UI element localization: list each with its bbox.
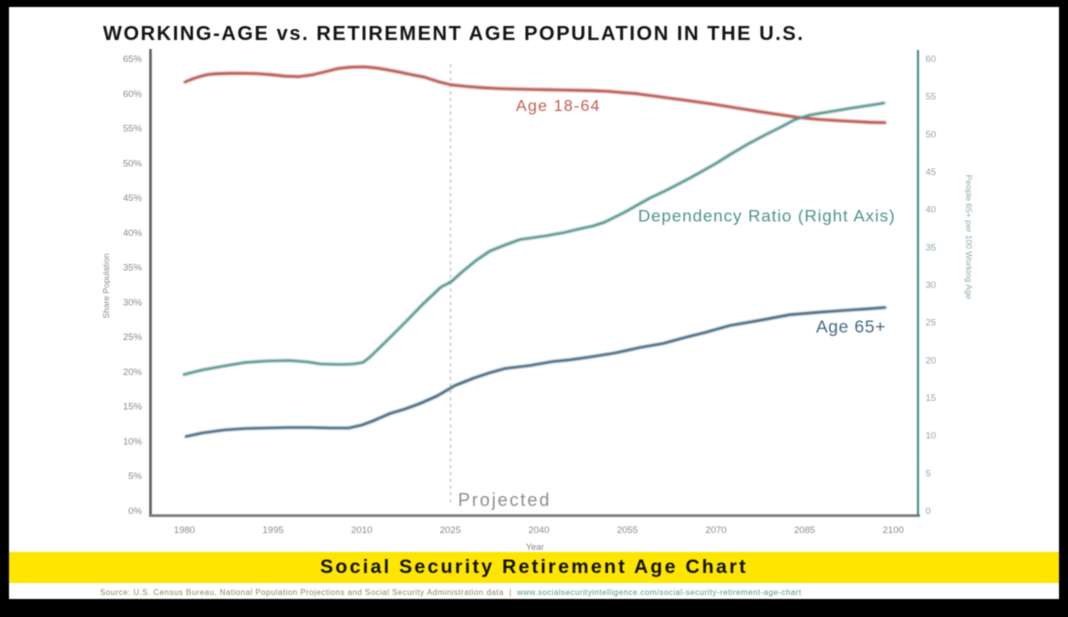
svg-text:2085: 2085 bbox=[794, 525, 815, 536]
svg-text:15%: 15% bbox=[123, 402, 143, 413]
svg-text:1980: 1980 bbox=[174, 525, 195, 536]
svg-text:45: 45 bbox=[926, 167, 937, 178]
svg-text:1995: 1995 bbox=[263, 525, 284, 536]
svg-text:30: 30 bbox=[926, 280, 937, 291]
svg-text:50%: 50% bbox=[123, 158, 143, 169]
svg-text:20%: 20% bbox=[123, 367, 143, 378]
svg-text:Year: Year bbox=[526, 542, 544, 552]
svg-text:Projected: Projected bbox=[458, 490, 551, 510]
svg-text:55%: 55% bbox=[123, 124, 143, 135]
svg-text:5: 5 bbox=[926, 468, 931, 479]
svg-text:35%: 35% bbox=[123, 263, 143, 274]
svg-text:10%: 10% bbox=[123, 436, 143, 447]
svg-text:0: 0 bbox=[926, 506, 931, 517]
svg-text:2100: 2100 bbox=[883, 525, 904, 536]
svg-text:35: 35 bbox=[926, 242, 937, 253]
svg-text:5%: 5% bbox=[128, 471, 142, 482]
svg-text:2055: 2055 bbox=[617, 525, 638, 536]
svg-text:10: 10 bbox=[926, 431, 937, 442]
svg-text:WORKING-AGE vs. RETIREMENT AGE: WORKING-AGE vs. RETIREMENT AGE POPULATIO… bbox=[103, 23, 805, 45]
svg-text:Dependency Ratio (Right Axis): Dependency Ratio (Right Axis) bbox=[638, 207, 896, 226]
svg-text:60%: 60% bbox=[123, 89, 143, 100]
svg-text:2070: 2070 bbox=[705, 525, 726, 536]
svg-text:30%: 30% bbox=[123, 297, 143, 308]
svg-text:15: 15 bbox=[926, 393, 937, 404]
svg-text:40%: 40% bbox=[123, 228, 143, 239]
svg-text:2040: 2040 bbox=[528, 525, 549, 536]
svg-text:50: 50 bbox=[926, 129, 937, 140]
svg-text:Age 65+: Age 65+ bbox=[816, 317, 886, 337]
svg-text:60: 60 bbox=[926, 54, 937, 65]
svg-text:25: 25 bbox=[926, 318, 937, 329]
svg-text:2025: 2025 bbox=[440, 525, 461, 536]
svg-text:25%: 25% bbox=[123, 332, 143, 343]
svg-text:45%: 45% bbox=[123, 193, 143, 204]
svg-text:Share Population: Share Population bbox=[101, 253, 111, 318]
svg-text:People 65+ per 100 Working Age: People 65+ per 100 Working Age bbox=[964, 175, 974, 300]
svg-text:2010: 2010 bbox=[351, 525, 372, 536]
svg-text:55: 55 bbox=[926, 92, 937, 103]
svg-text:20: 20 bbox=[926, 355, 937, 366]
svg-text:65%: 65% bbox=[123, 54, 143, 65]
svg-text:0%: 0% bbox=[128, 506, 142, 517]
svg-text:40: 40 bbox=[926, 205, 937, 216]
svg-text:Age 18-64: Age 18-64 bbox=[516, 98, 601, 115]
